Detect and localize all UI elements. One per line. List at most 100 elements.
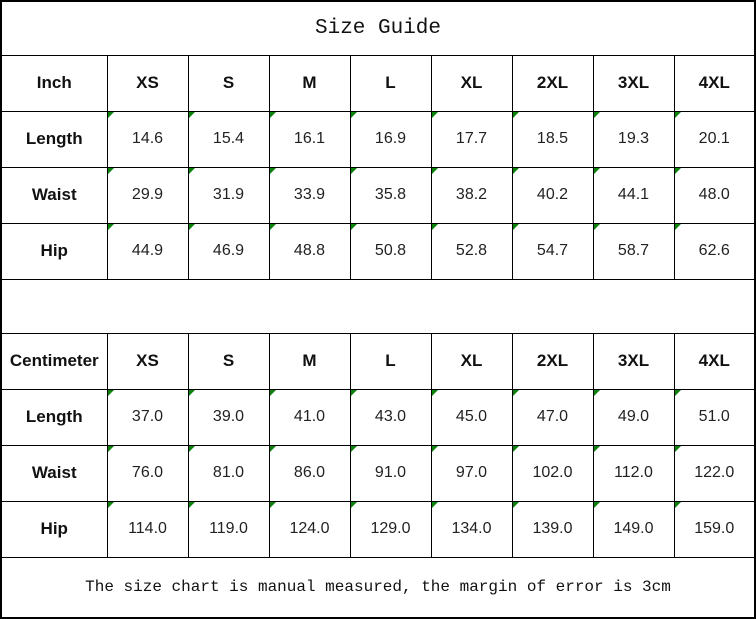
stored-as-text-flag-icon: [270, 390, 276, 396]
size-value: 62.6: [698, 242, 730, 259]
col-header-2xl: 2XL: [511, 332, 594, 390]
table-row-inch-length: Length 14.6 15.4 16.1 16.9 17.7 18.5 19.…: [0, 110, 756, 168]
stored-as-text-flag-icon: [108, 112, 114, 118]
size-value: 52.8: [455, 242, 488, 259]
size-value: 129.0: [370, 520, 411, 537]
size-value-cell: 46.9: [187, 222, 270, 280]
col-header-2xl: 2XL: [511, 54, 594, 112]
stored-as-text-flag-icon: [675, 502, 681, 508]
size-value: 20.1: [698, 130, 730, 147]
stored-as-text-flag-icon: [432, 502, 438, 508]
col-header-xs: XS: [106, 332, 189, 390]
col-header-4xl: 4XL: [673, 54, 756, 112]
stored-as-text-flag-icon: [270, 502, 276, 508]
title-row: Size Guide: [0, 0, 756, 56]
page-title: Size Guide: [0, 0, 756, 56]
stored-as-text-flag-icon: [675, 446, 681, 452]
size-value: 86.0: [293, 464, 326, 481]
size-value: 122.0: [694, 464, 735, 481]
size-value: 76.0: [131, 464, 164, 481]
size-value: 112.0: [614, 464, 653, 481]
size-value-cell: 44.9: [106, 222, 189, 280]
size-value: 41.0: [293, 408, 326, 425]
size-value: 38.2: [455, 186, 488, 203]
stored-as-text-flag-icon: [270, 168, 276, 174]
row-label: Hip: [0, 500, 108, 558]
size-value: 54.7: [536, 242, 569, 259]
size-value-cell: 149.0: [592, 500, 675, 558]
size-value-cell: 40.2: [511, 166, 594, 224]
stored-as-text-flag-icon: [513, 168, 519, 174]
col-header-m: M: [268, 54, 351, 112]
size-value-cell: 29.9: [106, 166, 189, 224]
centimeter-header-row: Centimeter XS S M L XL 2XL 3XL 4XL: [0, 332, 756, 390]
stored-as-text-flag-icon: [675, 224, 681, 230]
stored-as-text-flag-icon: [675, 168, 681, 174]
stored-as-text-flag-icon: [270, 224, 276, 230]
stored-as-text-flag-icon: [270, 112, 276, 118]
size-value: 119.0: [209, 520, 248, 537]
size-value-cell: 81.0: [187, 444, 270, 502]
stored-as-text-flag-icon: [513, 502, 519, 508]
size-value-cell: 38.2: [430, 166, 513, 224]
size-value-cell: 39.0: [187, 388, 270, 446]
size-value: 46.9: [212, 242, 245, 259]
stored-as-text-flag-icon: [189, 112, 195, 118]
stored-as-text-flag-icon: [432, 112, 438, 118]
size-value-cell: 16.9: [349, 110, 432, 168]
size-value-cell: 43.0: [349, 388, 432, 446]
size-value-cell: 62.6: [673, 222, 756, 280]
size-value: 35.8: [374, 186, 407, 203]
inch-header-row: Inch XS S M L XL 2XL 3XL 4XL: [0, 54, 756, 112]
stored-as-text-flag-icon: [189, 446, 195, 452]
spacer-cell: [0, 278, 756, 334]
size-value: 159.0: [694, 520, 735, 537]
table-row-inch-hip: Hip 44.9 46.9 48.8 50.8 52.8 54.7 58.7 6…: [0, 222, 756, 280]
col-header-s: S: [187, 54, 270, 112]
size-value: 139.0: [532, 520, 573, 537]
size-value: 39.0: [212, 408, 245, 425]
col-header-3xl: 3XL: [592, 332, 675, 390]
stored-as-text-flag-icon: [513, 112, 519, 118]
size-value-cell: 35.8: [349, 166, 432, 224]
col-header-4xl: 4XL: [673, 332, 756, 390]
footer-note: The size chart is manual measured, the m…: [0, 556, 756, 619]
stored-as-text-flag-icon: [432, 168, 438, 174]
stored-as-text-flag-icon: [108, 224, 114, 230]
size-value: 91.0: [374, 464, 407, 481]
size-value: 48.8: [293, 242, 326, 259]
size-value-cell: 37.0: [106, 388, 189, 446]
stored-as-text-flag-icon: [432, 224, 438, 230]
size-value-cell: 50.8: [349, 222, 432, 280]
size-value: 44.9: [131, 242, 164, 259]
size-value-cell: 20.1: [673, 110, 756, 168]
stored-as-text-flag-icon: [189, 168, 195, 174]
size-value-cell: 51.0: [673, 388, 756, 446]
size-value-cell: 97.0: [430, 444, 513, 502]
size-value-cell: 119.0: [187, 500, 270, 558]
size-value-cell: 54.7: [511, 222, 594, 280]
size-value: 45.0: [455, 408, 488, 425]
size-value: 40.2: [536, 186, 569, 203]
size-value-cell: 33.9: [268, 166, 351, 224]
size-value-cell: 41.0: [268, 388, 351, 446]
footer-row: The size chart is manual measured, the m…: [0, 556, 756, 619]
row-label: Waist: [0, 166, 108, 224]
size-value-cell: 129.0: [349, 500, 432, 558]
col-header-l: L: [349, 332, 432, 390]
size-value: 14.6: [131, 130, 164, 147]
size-value: 16.1: [293, 130, 326, 147]
size-value-cell: 102.0: [511, 444, 594, 502]
size-value: 149.0: [613, 520, 654, 537]
stored-as-text-flag-icon: [351, 502, 357, 508]
col-header-m: M: [268, 332, 351, 390]
col-header-3xl: 3XL: [592, 54, 675, 112]
spacer-row: [0, 278, 756, 334]
stored-as-text-flag-icon: [594, 112, 600, 118]
stored-as-text-flag-icon: [432, 446, 438, 452]
size-value-cell: 16.1: [268, 110, 351, 168]
stored-as-text-flag-icon: [351, 446, 357, 452]
stored-as-text-flag-icon: [594, 224, 600, 230]
